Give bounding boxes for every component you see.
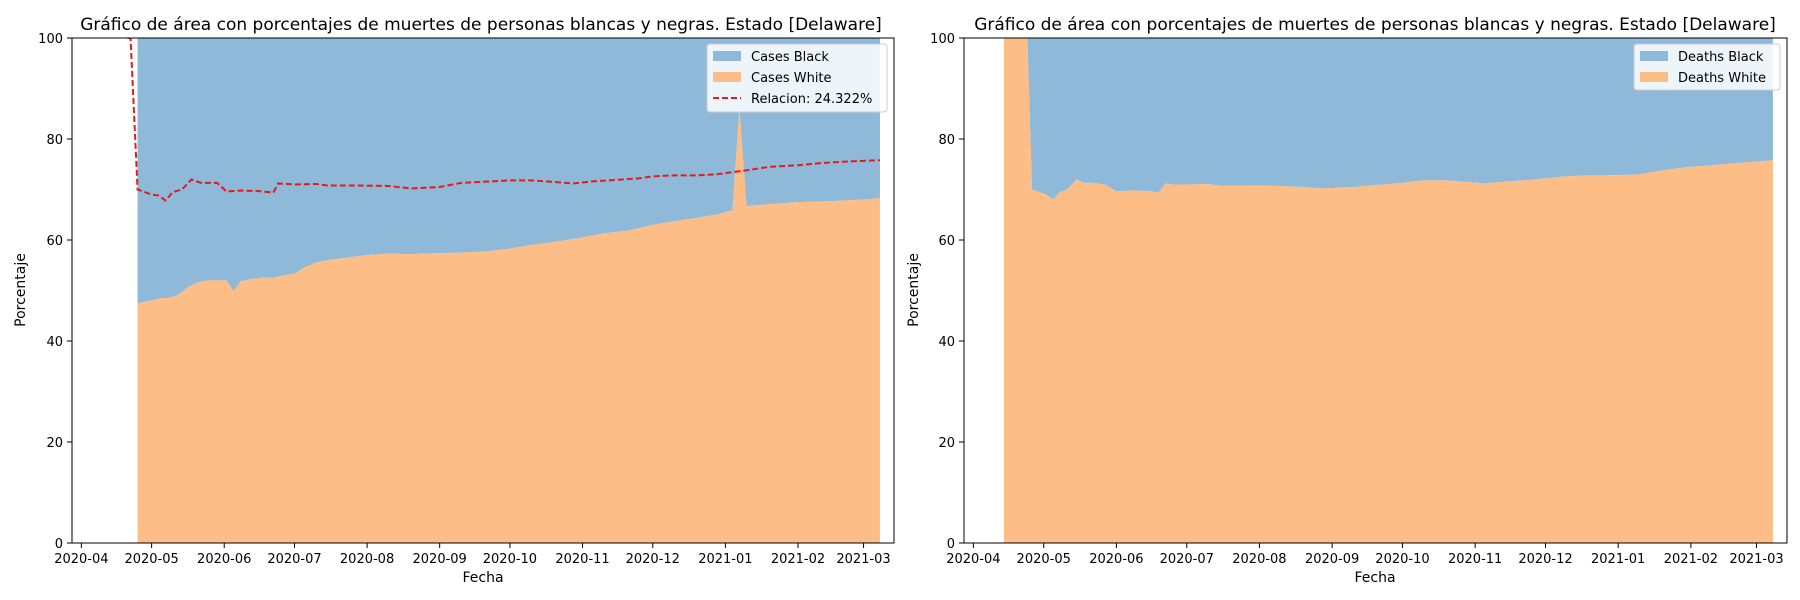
x-tick-label: 2021-01 <box>1591 552 1645 567</box>
x-tick-label: 2020-11 <box>1448 552 1502 567</box>
chart-title: Gráfico de área con porcentajes de muert… <box>974 15 1776 35</box>
chart-title: Gráfico de área con porcentajes de muert… <box>80 15 882 35</box>
legend-swatch-cases-white <box>713 72 741 82</box>
legend-label-relacion: Relacion: 24.322% <box>751 92 872 107</box>
x-tick-label: 2020-11 <box>555 552 609 567</box>
y-tick-label: 100 <box>38 32 63 47</box>
x-tick-label: 2021-01 <box>698 552 752 567</box>
y-tick-label: 80 <box>938 133 955 148</box>
y-tick-label: 60 <box>46 234 63 249</box>
y-axis-ticks: 0 20 40 60 80 100 <box>930 32 964 552</box>
legend-label-deaths-white: Deaths White <box>1678 71 1766 86</box>
y-tick-label: 40 <box>938 335 955 350</box>
x-tick-label: 2020-05 <box>1017 552 1071 567</box>
y-tick-label: 40 <box>46 335 63 350</box>
x-tick-label: 2020-10 <box>1375 552 1429 567</box>
x-axis-label: Fecha <box>462 570 503 586</box>
legend-label-cases-white: Cases White <box>751 71 832 86</box>
x-tick-label: 2020-08 <box>340 552 394 567</box>
x-tick-label: 2020-05 <box>124 552 178 567</box>
legend: Cases Black Cases White Relacion: 24.322… <box>706 43 888 113</box>
legend-swatch-deaths-black <box>1640 51 1668 61</box>
cases-area-chart: Gráfico de área con porcentajes de muert… <box>13 15 895 586</box>
plot-area <box>127 38 880 543</box>
legend-box <box>706 43 888 113</box>
y-axis-ticks: 0 20 40 60 80 100 <box>38 32 72 552</box>
x-tick-label: 2020-08 <box>1232 552 1286 567</box>
area-cases-white <box>137 108 880 543</box>
area-cases-black <box>137 38 880 304</box>
plot-area <box>1003 38 1773 543</box>
x-tick-label: 2021-03 <box>836 552 890 567</box>
y-tick-label: 60 <box>938 234 955 249</box>
x-tick-label: 2020-12 <box>626 552 680 567</box>
legend-label-deaths-black: Deaths Black <box>1678 50 1764 65</box>
x-tick-label: 2020-09 <box>413 552 467 567</box>
x-axis-ticks: 2020-04 2020-05 2020-06 2020-07 2020-08 2020-… <box>54 543 891 567</box>
legend-swatch-cases-black <box>713 51 741 61</box>
legend-swatch-deaths-white <box>1640 72 1668 82</box>
y-axis-label: Porcentaje <box>906 253 922 327</box>
legend-label-cases-black: Cases Black <box>751 50 829 65</box>
ratio-line <box>127 38 880 202</box>
x-tick-label: 2020-04 <box>54 552 108 567</box>
x-axis-label: Fecha <box>1354 570 1395 586</box>
y-tick-label: 20 <box>46 436 63 451</box>
area-deaths-black <box>1003 38 1773 200</box>
legend: Deaths Black Deaths White <box>1633 43 1781 91</box>
y-tick-label: 0 <box>55 537 63 552</box>
x-tick-label: 2020-07 <box>267 552 321 567</box>
x-axis-ticks: 2020-04 2020-05 2020-06 2020-07 2020-08 2020-… <box>946 543 1784 567</box>
x-tick-label: 2020-09 <box>1305 552 1359 567</box>
x-tick-label: 2020-04 <box>946 552 1000 567</box>
x-tick-label: 2020-07 <box>1160 552 1214 567</box>
y-tick-label: 100 <box>930 32 955 47</box>
y-tick-label: 0 <box>947 537 955 552</box>
x-tick-label: 2020-06 <box>1089 552 1143 567</box>
x-tick-label: 2020-06 <box>197 552 251 567</box>
deaths-area-chart: Gráfico de área con porcentajes de muert… <box>906 15 1788 586</box>
x-tick-label: 2021-02 <box>1664 552 1718 567</box>
y-axis-label: Porcentaje <box>13 253 29 327</box>
x-tick-label: 2020-12 <box>1518 552 1572 567</box>
y-tick-label: 20 <box>938 436 955 451</box>
legend-box <box>1633 43 1781 91</box>
x-tick-label: 2021-02 <box>771 552 825 567</box>
x-tick-label: 2020-10 <box>483 552 537 567</box>
x-tick-label: 2021-03 <box>1729 552 1783 567</box>
plot-frame <box>71 37 895 544</box>
plot-frame <box>963 37 1788 544</box>
y-tick-label: 80 <box>46 133 63 148</box>
area-deaths-white <box>1003 38 1773 543</box>
